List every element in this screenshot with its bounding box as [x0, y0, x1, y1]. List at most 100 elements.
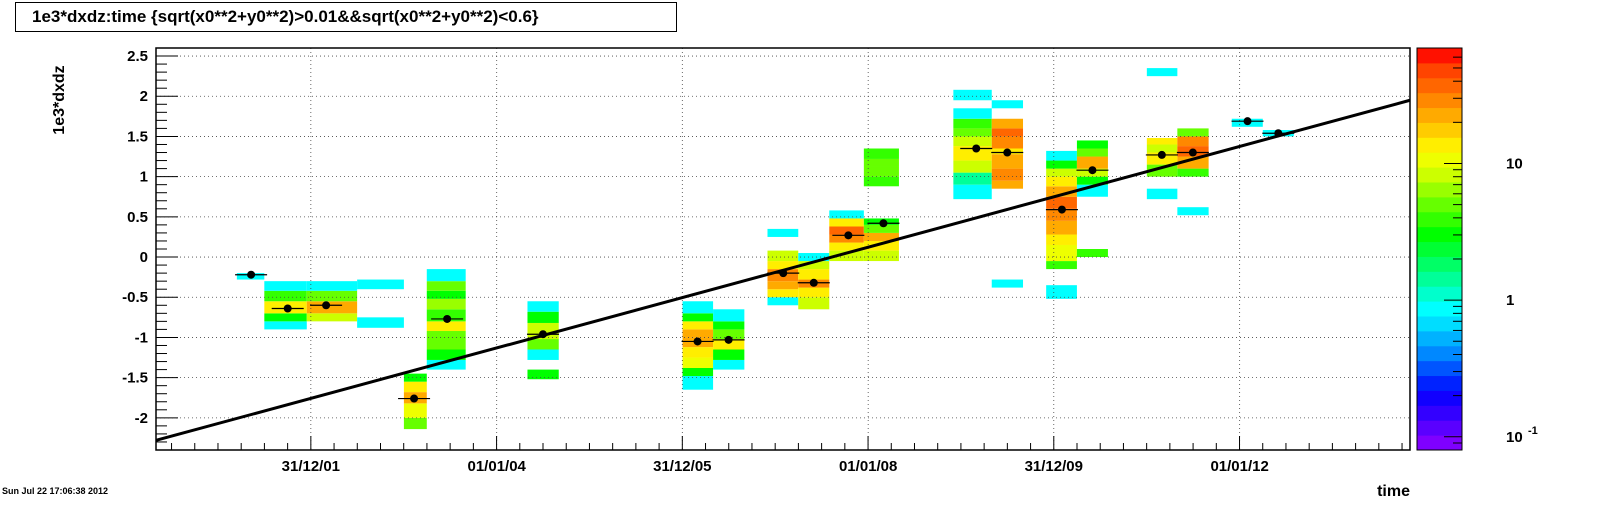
heatmap-cell — [953, 128, 992, 137]
profile-point — [1274, 129, 1283, 138]
heatmap-cell — [991, 180, 1024, 189]
palette-swatch — [1417, 137, 1462, 153]
heatmap-cell — [1146, 188, 1178, 200]
palette-swatch — [1417, 182, 1462, 198]
heatmap-cell — [682, 357, 714, 368]
heatmap-cell — [953, 89, 992, 101]
heatmap-cell — [863, 250, 899, 262]
x-tick-label: 31/12/05 — [653, 458, 711, 475]
palette-swatch — [1417, 48, 1462, 64]
heatmap-cell — [829, 242, 864, 251]
palette-swatch — [1417, 256, 1462, 272]
heatmap-cell — [426, 290, 466, 299]
heatmap-cell — [863, 232, 899, 241]
heatmap-cell — [682, 347, 714, 358]
heatmap-cell — [264, 321, 307, 330]
heatmap-cell — [991, 279, 1024, 288]
x-tick-label: 31/12/09 — [1025, 458, 1083, 475]
heatmap-cell — [682, 313, 714, 322]
x-axis-title: time — [1377, 483, 1410, 500]
palette-swatch — [1417, 107, 1462, 123]
heatmap-cell — [306, 281, 358, 291]
heatmap-cell — [306, 301, 358, 314]
heatmap-cell — [1046, 186, 1077, 197]
heatmap-cell — [306, 313, 358, 322]
grid-lines — [156, 48, 1410, 450]
heatmap-cell — [403, 403, 427, 418]
palette-swatch — [1417, 271, 1462, 287]
profile-point — [1157, 150, 1166, 159]
heatmap-cell — [1046, 196, 1077, 209]
heatmap-cell — [682, 376, 714, 390]
x-tick-label: 01/01/12 — [1210, 458, 1268, 475]
heatmap-cell — [403, 417, 427, 430]
heatmap-cell — [953, 172, 992, 185]
palette-swatch — [1417, 345, 1462, 362]
profile-point — [443, 314, 452, 323]
heatmap-cell — [1076, 148, 1108, 157]
chart-title: 1e3*dxdz:time {sqrt(x0**2+y0**2)>0.01&&s… — [15, 2, 677, 32]
heatmap-cell — [1146, 138, 1178, 145]
y-tick-label: 1 — [140, 169, 148, 186]
heatmap-cell — [767, 228, 799, 237]
heatmap-cell — [682, 329, 714, 338]
profile-point — [1057, 205, 1066, 214]
profile-point — [724, 335, 733, 344]
palette-swatch — [1417, 62, 1462, 79]
heatmap-cell — [991, 168, 1024, 181]
heatmap-cell — [713, 309, 745, 322]
y-tick-label: 2 — [140, 88, 148, 105]
heatmap-cell — [527, 301, 559, 312]
heatmap-cell — [798, 261, 830, 270]
heatmap-cell — [829, 226, 864, 235]
heatmap-cell — [1146, 68, 1178, 77]
palette-swatch — [1417, 196, 1462, 213]
timestamp-label: Sun Jul 22 17:06:38 2012 — [2, 486, 109, 496]
x-tick-label: 31/12/01 — [282, 458, 340, 475]
heatmap-cell — [1076, 249, 1108, 258]
heatmap-cell — [527, 349, 559, 360]
palette-swatch — [1417, 77, 1462, 94]
heatmap-cell — [426, 269, 466, 282]
y-tick-label: -1 — [135, 329, 148, 346]
heatmap-cell — [357, 317, 404, 328]
profile-point — [779, 269, 788, 278]
color-palette: 10 -1 1 10 — [1416, 47, 1538, 451]
heatmap-cell — [713, 349, 745, 360]
heatmap-cell — [426, 359, 466, 370]
y-axis-title: 1e3*dxdz — [51, 65, 68, 134]
palette-swatch — [1417, 152, 1462, 168]
heatmap-cell — [767, 281, 799, 290]
heatmap-cell — [1177, 136, 1209, 147]
heatmap-cell — [767, 261, 799, 270]
heatmap-cell — [713, 359, 745, 370]
heatmap-cell — [829, 250, 864, 262]
palette-swatch — [1417, 420, 1462, 436]
palette-swatch — [1417, 286, 1462, 302]
profile-point — [693, 337, 702, 346]
heatmap-cell — [264, 281, 307, 291]
palette-swatch — [1417, 211, 1462, 228]
heatmap-cell — [1046, 220, 1077, 235]
profile-point — [809, 278, 818, 287]
heatmap-cell — [863, 158, 899, 167]
heatmap-cell — [527, 311, 559, 323]
palette-swatch — [1417, 375, 1462, 391]
heatmap-cell — [1177, 128, 1209, 137]
heatmap-cell — [403, 381, 427, 393]
heatmap-cell — [1046, 160, 1077, 169]
profile-point — [410, 394, 419, 403]
heatmap-cell — [991, 100, 1024, 109]
palette-swatch — [1417, 92, 1462, 109]
heatmap-cell — [264, 313, 307, 322]
palette-tick-exponent: -1 — [1528, 425, 1538, 437]
heatmap-cell — [991, 118, 1024, 129]
heatmap-cell — [1177, 156, 1209, 169]
heatmap-cell — [1046, 285, 1077, 299]
palette-swatch — [1417, 390, 1462, 406]
heatmap-cell — [1046, 234, 1077, 245]
y-tick-label: 0 — [140, 249, 148, 266]
heatmap-cell — [953, 136, 992, 147]
heatmap-cell — [863, 176, 899, 187]
heatmap-cell — [863, 224, 899, 233]
